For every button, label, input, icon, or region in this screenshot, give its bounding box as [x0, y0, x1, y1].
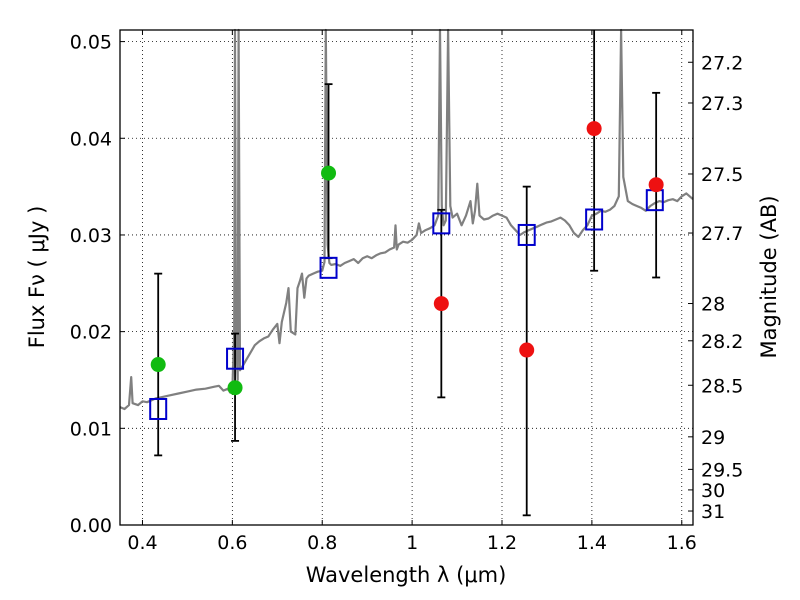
x-tick-label: 0.4 [127, 532, 157, 554]
x-axis-title: Wavelength λ (μm) [306, 563, 507, 587]
measured-flux-point [433, 296, 449, 312]
x-tick-label: 0.6 [217, 532, 247, 554]
x-tick-label: 1.2 [487, 532, 517, 554]
mag-tick-label: 27.7 [701, 223, 743, 245]
model-flux-square [432, 212, 451, 235]
mag-tick-label: 29.5 [701, 459, 743, 481]
model-flux-square [319, 256, 338, 279]
measured-flux-point [519, 342, 535, 358]
y-tick-label: 0.01 [70, 418, 112, 440]
model-flux-square [517, 223, 536, 246]
mag-tick-label: 30 [701, 480, 725, 502]
y-tick-label: 0.03 [70, 225, 112, 247]
model-flux-square [226, 347, 245, 370]
plot-frame [119, 29, 694, 526]
y-axis-title: Flux Fν ( μJy ) [25, 206, 49, 349]
measured-flux-point [648, 177, 664, 193]
mag-tick-label: 27.3 [701, 93, 743, 115]
measured-flux-point [150, 357, 166, 373]
measured-flux-point [227, 380, 243, 396]
model-flux-square [585, 208, 604, 231]
x-tick-label: 1.4 [577, 532, 607, 554]
y-tick-label: 0.02 [70, 322, 112, 344]
y-tick-label: 0.04 [70, 128, 112, 150]
x-tick-label: 0.8 [307, 532, 337, 554]
error-bar [590, 30, 599, 272]
mag-tick-label: 28 [701, 294, 725, 316]
model-flux-square [149, 397, 168, 420]
grid [120, 30, 693, 526]
x-tick-label: 1 [406, 532, 418, 554]
mag-tick-label: 29 [701, 427, 725, 449]
measured-flux-point [321, 165, 337, 181]
x-tick-label: 1.6 [667, 532, 697, 554]
mag-tick-label: 31 [701, 501, 725, 523]
y-tick-label: 0.00 [70, 515, 112, 537]
mag-tick-label: 28.5 [701, 375, 743, 397]
plot-area [119, 28, 694, 517]
mag-tick-label: 28.2 [701, 331, 743, 353]
y-tick-label: 0.05 [70, 32, 112, 54]
mag-tick-label: 27.2 [701, 52, 743, 74]
measured-flux-point [586, 121, 602, 137]
right-axis-title: Magnitude (AB) [757, 195, 781, 358]
axes: 0.4 0.6 0.8 1 1.2 1.4 1.6 0.00 0.01 0.02 0.03 0.04 0… [70, 30, 743, 554]
mag-tick-label: 27.5 [701, 164, 743, 186]
